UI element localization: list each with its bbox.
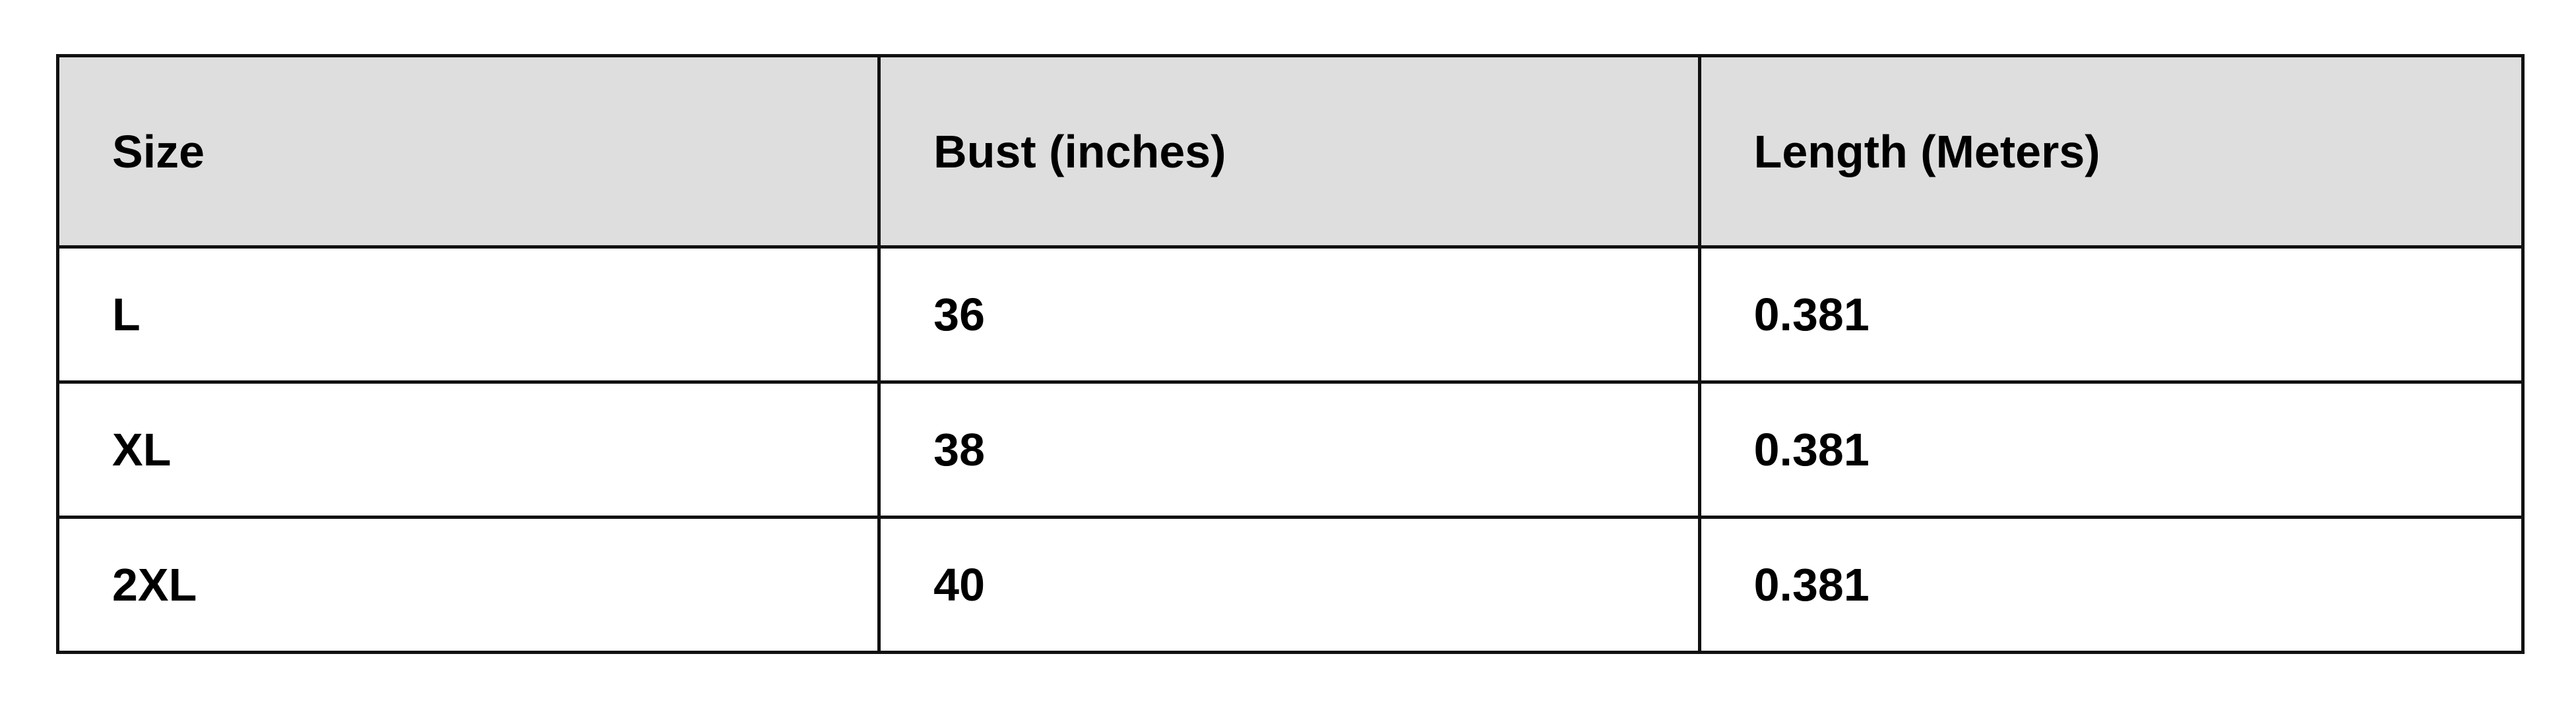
cell-size: L: [55, 245, 881, 384]
cell-bust: 38: [877, 380, 1701, 519]
cell-length: 0.381: [1697, 380, 2525, 519]
cell-bust: 40: [877, 516, 1701, 654]
table-row: 2XL 40 0.381: [55, 516, 2525, 654]
header-size: Size: [55, 54, 881, 249]
table-row: XL 38 0.381: [55, 380, 2525, 519]
table-row: L 36 0.381: [55, 245, 2525, 384]
cell-length: 0.381: [1697, 516, 2525, 654]
cell-length: 0.381: [1697, 245, 2525, 384]
size-chart-table: Size Bust (inches) Length (Meters) L 36 …: [55, 54, 2525, 654]
cell-bust: 36: [877, 245, 1701, 384]
cell-size: 2XL: [55, 516, 881, 654]
header-bust: Bust (inches): [877, 54, 1701, 249]
header-length: Length (Meters): [1697, 54, 2525, 249]
header-row: Size Bust (inches) Length (Meters): [55, 54, 2525, 249]
cell-size: XL: [55, 380, 881, 519]
